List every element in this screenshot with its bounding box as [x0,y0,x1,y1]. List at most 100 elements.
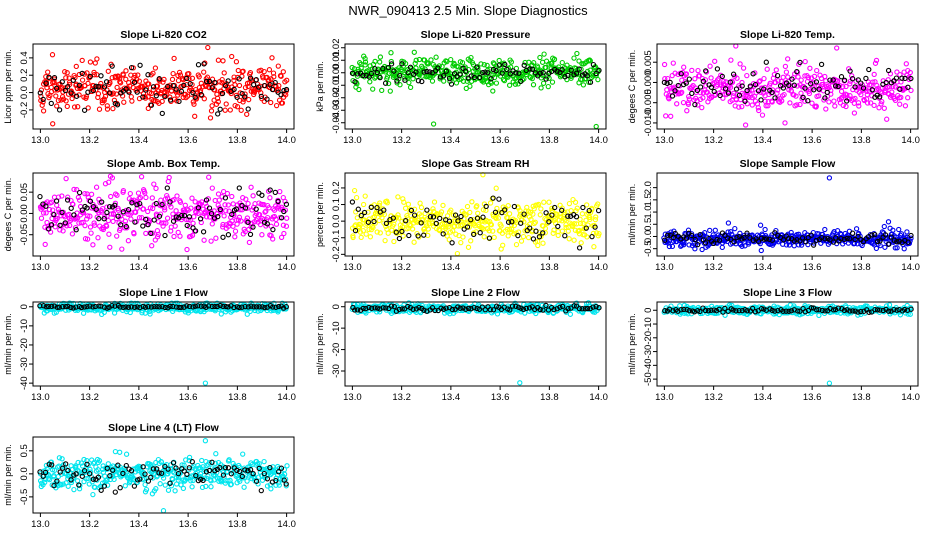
point [717,92,723,99]
point [500,242,506,248]
figure-title: NWR_090413 2.5 Min. Slope Diagnostics [348,3,588,18]
point [562,233,568,239]
point [695,241,701,248]
point [856,103,862,109]
point [233,206,239,212]
point [168,204,174,210]
point [378,212,384,218]
point [165,487,172,493]
point [209,85,215,91]
point [220,221,226,228]
point [574,205,580,211]
point [758,97,764,103]
point [898,94,904,101]
point [134,89,140,95]
point [170,218,177,224]
point [236,82,243,89]
x-tick-label: 13.0 [655,135,674,146]
point [493,185,499,191]
point [73,227,79,233]
series-selected [661,59,914,108]
x-tick-label: 13.4 [130,135,149,146]
point [354,215,360,221]
x-tick-label: 13.4 [442,262,461,273]
point [890,227,896,233]
point [145,221,151,228]
point [428,57,434,63]
point [763,103,769,109]
point [540,80,547,86]
point [248,224,254,230]
point [142,95,149,101]
point [518,238,525,244]
point [902,103,909,109]
point [349,70,356,76]
point [747,83,753,89]
point [820,81,826,88]
point [377,230,383,236]
point [57,222,63,228]
x-tick-label: 13.4 [442,392,461,403]
point [208,238,214,244]
point [719,73,725,80]
x-tick-label: 13.0 [655,262,674,273]
point [405,201,412,207]
point [415,69,422,75]
point [201,96,207,102]
point [104,209,110,216]
point [278,73,284,79]
point [394,78,400,84]
point [268,99,274,106]
point [150,87,156,93]
point [266,67,273,73]
point [37,193,43,200]
point [448,207,454,213]
point [251,82,257,88]
outlier-point [205,44,211,51]
x-tick-label: 13.4 [130,262,149,273]
point [579,72,586,78]
point [106,179,112,185]
point [122,218,129,224]
point [678,71,684,77]
point [115,213,121,219]
point [278,234,285,241]
x-tick-label: 13.2 [704,392,723,403]
point [686,93,692,100]
point [699,104,705,111]
point [353,194,360,201]
point [38,87,45,93]
point [87,224,94,230]
point [112,448,119,455]
x-tick-label: 13.8 [852,262,871,273]
point [782,63,789,70]
point [177,199,184,205]
point [380,66,386,72]
point [37,90,43,96]
plot-frame [656,43,919,130]
point [543,210,549,216]
point [229,211,235,218]
point [458,213,464,220]
point [365,219,372,225]
point [755,236,762,242]
point [211,208,217,214]
points [661,43,914,128]
point [53,85,60,91]
point [85,89,91,95]
point [727,84,734,90]
point [700,78,706,84]
x-axis: 13.0 13.2 13.4 13.6 13.8 14.0 [655,386,920,403]
point [695,67,701,74]
point [440,202,446,209]
point [452,223,458,229]
point [243,196,249,202]
point [508,64,514,70]
point [55,97,62,104]
point [809,100,815,106]
point [171,233,177,240]
y-tick-label: 0.05 [19,183,30,202]
point [879,229,886,235]
point [153,200,159,207]
point [209,221,215,227]
